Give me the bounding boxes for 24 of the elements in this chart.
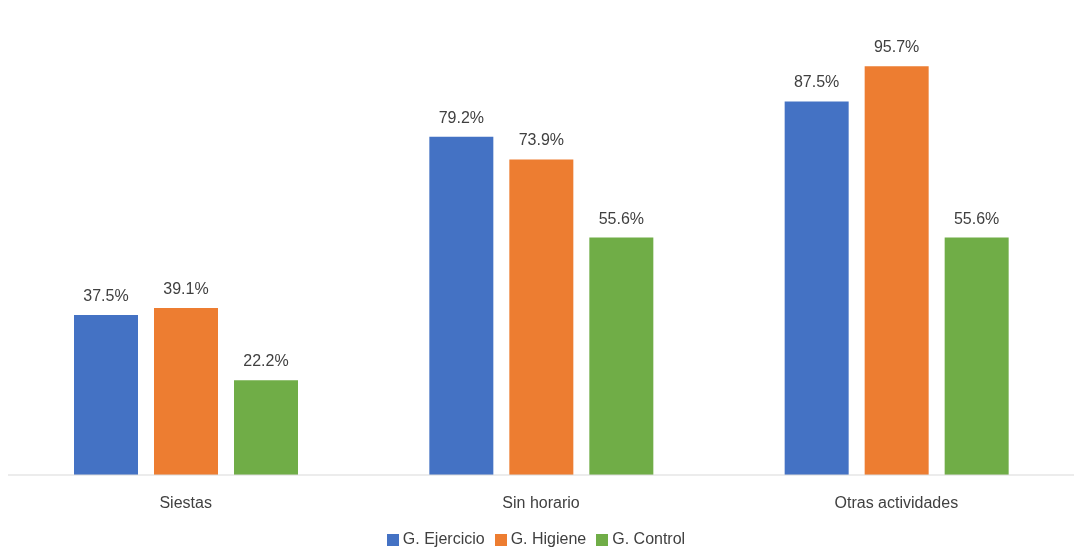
legend-label: G. Control (612, 530, 686, 547)
bar (234, 380, 298, 475)
x-tick-label: Otras actividades (834, 494, 959, 512)
bar (589, 237, 654, 475)
x-tick-label: Sin horario (502, 494, 580, 512)
bar (864, 66, 929, 475)
data-label: 87.5% (793, 73, 840, 91)
legend-label: G. Ejercicio (402, 530, 485, 547)
bar (509, 159, 574, 475)
bar (429, 136, 494, 475)
bar (784, 101, 849, 475)
data-label: 55.6% (598, 209, 645, 227)
bar (154, 308, 218, 475)
data-label: 37.5% (83, 286, 129, 304)
bar (944, 237, 1009, 475)
data-label: 39.1% (163, 280, 209, 298)
data-label: 73.9% (518, 131, 565, 149)
legend-label: G. Higiene (510, 530, 587, 547)
data-label: 22.2% (243, 352, 289, 370)
data-label: 95.7% (873, 38, 920, 56)
bar (74, 314, 138, 475)
x-tick-label: Siestas (159, 494, 212, 512)
data-label: 79.2% (438, 108, 485, 126)
data-label: 55.6% (953, 209, 1000, 227)
